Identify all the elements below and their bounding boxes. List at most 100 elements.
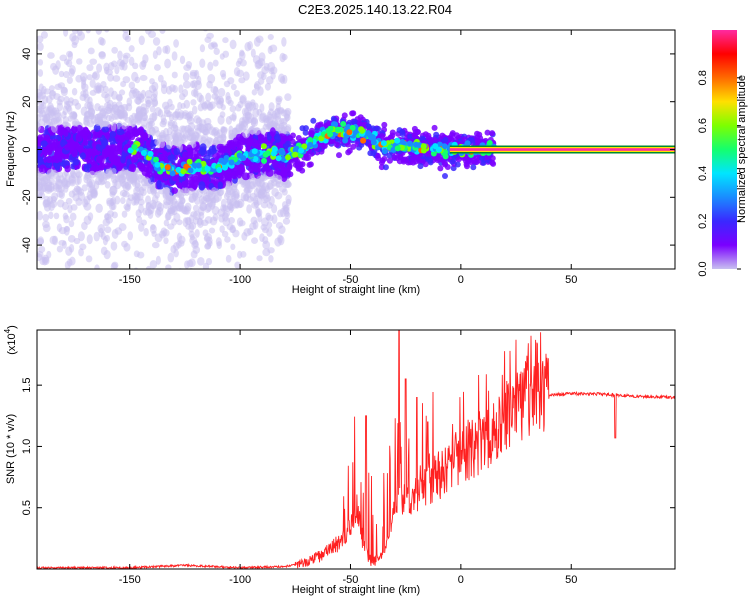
- spectrogram-cell: [204, 216, 213, 224]
- spectrogram-cell: [244, 158, 251, 166]
- spectrogram-cell: [102, 218, 110, 227]
- spectrogram-cell: [255, 209, 262, 218]
- spectrogram-cell: [80, 79, 87, 90]
- spectrogram-cell: [208, 227, 216, 234]
- spectrogram-cell: [190, 272, 197, 281]
- spectrogram-cell: [420, 143, 427, 150]
- spectrogram-cell: [95, 86, 102, 93]
- spectrogram-cell: [236, 168, 243, 179]
- spectrogram-cell: [104, 101, 112, 109]
- spectrogram-cell: [489, 155, 496, 162]
- spectrogram-cell: [230, 243, 236, 250]
- spectrogram-cell: [107, 73, 114, 82]
- spectrogram-cell: [166, 140, 173, 150]
- spectrogram-cell: [266, 221, 273, 229]
- spectrogram-cell: [171, 51, 178, 61]
- spectrogram-cell: [247, 227, 254, 236]
- spectrogram-cell: [163, 219, 170, 227]
- spectrogram-cell: [165, 133, 173, 142]
- spectrogram-cell: [75, 185, 81, 195]
- spectrogram-cell: [346, 129, 353, 136]
- spectrogram-cell: [177, 182, 183, 189]
- spectrogram-cell: [151, 111, 158, 122]
- spectrogram-cell: [420, 147, 427, 154]
- spectrogram-cell: [124, 35, 131, 43]
- spectrogram-cell: [470, 164, 477, 171]
- spectrogram-cell: [169, 170, 176, 177]
- spectrogram-cell: [253, 127, 261, 136]
- spectrogram-cell: [167, 120, 176, 127]
- spectrogram-cell: [122, 30, 130, 34]
- spectrogram-cell: [95, 203, 103, 213]
- spectrogram-cell: [163, 172, 170, 180]
- spectrogram-cell: [240, 120, 249, 131]
- spectrogram-cell: [470, 157, 477, 164]
- spectrogram-cell: [122, 110, 129, 121]
- spectrogram-cell: [441, 173, 448, 180]
- spectrogram-cell: [205, 257, 213, 266]
- spectrogram-cell: [62, 121, 70, 128]
- spectrogram-cell: [295, 135, 302, 142]
- spectrogram-cell: [246, 204, 253, 214]
- spectrogram-cell: [266, 202, 273, 209]
- spectrogram-cell: [178, 193, 185, 202]
- spectrogram-cell: [99, 107, 108, 117]
- spectrogram-cell: [199, 284, 207, 292]
- spectrogram-cell: [202, 191, 210, 202]
- spectrogram-cell: [79, 72, 88, 82]
- snr-line: [37, 330, 675, 569]
- spectrogram-cell: [248, 173, 255, 181]
- spectrogram-cell: [152, 37, 161, 46]
- spectrogram-cell: [190, 2, 197, 10]
- spectrogram-cell: [128, 45, 135, 53]
- spectrogram-cell: [151, 241, 160, 249]
- spectrogram-cell: [79, 0, 84, 1]
- spectrogram-cell: [75, 58, 83, 65]
- spectrogram-cell: [218, 145, 225, 152]
- spectrogram-cell: [182, 151, 189, 159]
- spectrogram-cell: [79, 275, 84, 282]
- spectrogram-cell: [151, 81, 159, 92]
- spectrogram-cell: [230, 83, 237, 91]
- spectrogram-cell: [89, 158, 96, 165]
- spectrogram-cell: [172, 85, 178, 93]
- spectrogram-cell: [261, 157, 268, 164]
- spectrogram-cell: [281, 201, 288, 209]
- snr-frame: [36, 329, 676, 570]
- spectrogram-cell: [479, 155, 486, 162]
- x-tick-label: 0: [458, 574, 464, 586]
- spectrogram-cell: [370, 150, 377, 157]
- spectrogram-cell: [79, 243, 87, 251]
- spectrogram-cell: [394, 145, 401, 152]
- spectrogram-cell: [128, 81, 136, 90]
- spectrogram-cell: [251, 237, 258, 245]
- spectrogram-cell: [63, 184, 69, 193]
- spectrogram-cell: [41, 148, 48, 155]
- spectrogram-cell: [174, 302, 181, 309]
- spectrogram-cell: [221, 73, 227, 80]
- spectrogram-cell: [89, 184, 96, 191]
- spectrogram-cell: [342, 137, 349, 144]
- spectrogram-cell: [42, 213, 50, 222]
- spectrogram-cell: [149, 260, 158, 269]
- spectrogram-cell: [180, 357, 185, 366]
- x-tick-label: 50: [565, 274, 577, 286]
- spectrogram-cell: [253, 37, 261, 47]
- spectrogram-cell: [235, 60, 241, 68]
- spectrogram-cell: [152, 148, 159, 157]
- spectrogram-cell: [232, 137, 240, 146]
- spectrogram-cell: [200, 160, 207, 167]
- snr-scale-exp: 4: [3, 328, 12, 333]
- spectrogram-cell: [267, 247, 275, 254]
- spectrogram-cell: [39, 0, 47, 4]
- spectrogram-cell: [192, 204, 200, 212]
- y-tick-label: 0.5: [21, 500, 33, 515]
- spectrogram-cell: [258, 133, 264, 141]
- spectrogram-cell: [64, 302, 70, 310]
- spectrogram-cell: [101, 120, 109, 127]
- spectrogram-cell: [37, 122, 41, 131]
- spectrogram-cell: [46, 169, 55, 178]
- spectrogram-cell: [162, 201, 170, 209]
- spectrogram-cell: [135, 111, 143, 121]
- spectrogram-cell: [69, 212, 77, 221]
